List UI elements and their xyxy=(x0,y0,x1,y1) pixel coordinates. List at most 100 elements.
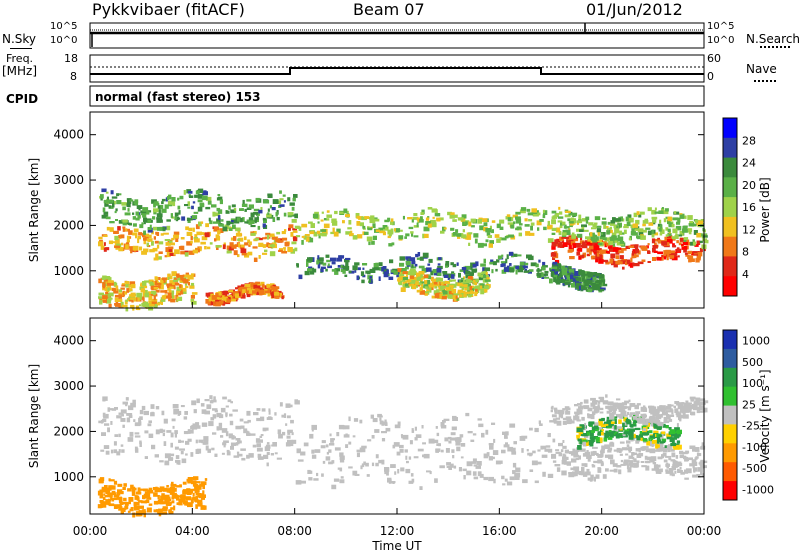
heatmap-cell xyxy=(620,216,623,222)
heatmap-cell xyxy=(347,227,352,230)
heatmap-cell xyxy=(652,248,656,253)
heatmap-cell xyxy=(681,246,688,250)
heatmap-cell xyxy=(504,235,509,239)
heatmap-cell xyxy=(461,291,466,295)
heatmap-cell xyxy=(235,438,241,441)
heatmap-cell xyxy=(465,280,469,285)
heatmap-cell xyxy=(345,231,351,235)
heatmap-cell xyxy=(362,263,368,266)
heatmap-cell xyxy=(596,285,602,291)
heatmap-cell xyxy=(197,199,203,203)
heatmap-cell xyxy=(635,219,640,225)
heatmap-cell xyxy=(200,497,205,500)
heatmap-cell xyxy=(440,230,445,234)
heatmap-cell xyxy=(218,223,224,227)
heatmap-cell xyxy=(590,240,593,243)
heatmap-cell xyxy=(674,401,680,405)
heatmap-cell xyxy=(135,448,139,453)
heatmap-cell xyxy=(606,230,610,235)
heatmap-cell xyxy=(542,273,549,276)
heatmap-cell xyxy=(430,270,434,276)
heatmap-cell xyxy=(192,201,196,204)
heatmap-cell xyxy=(255,283,261,287)
heatmap-cell xyxy=(208,297,212,302)
heatmap-cell xyxy=(320,268,324,273)
heatmap-cell xyxy=(422,233,425,239)
heatmap-cell xyxy=(600,249,604,255)
heatmap-cell xyxy=(246,199,252,202)
heatmap-cell xyxy=(132,216,137,220)
heatmap-cell xyxy=(475,285,479,289)
heatmap-cell xyxy=(128,405,134,411)
heatmap-cell xyxy=(141,288,146,293)
heatmap-cell xyxy=(670,437,676,440)
heatmap-cell xyxy=(255,197,260,202)
heatmap-cell xyxy=(198,188,204,193)
heatmap-cell xyxy=(559,225,563,229)
heatmap-cell xyxy=(258,209,263,214)
heatmap-cell xyxy=(604,444,611,449)
heatmap-cell xyxy=(190,499,194,504)
heatmap-cell xyxy=(449,279,453,282)
heatmap-cell xyxy=(200,221,204,224)
heatmap-cell xyxy=(447,277,451,281)
heatmap-cell xyxy=(618,469,622,475)
heatmap-cell xyxy=(336,257,343,262)
heatmap-cell xyxy=(283,247,286,250)
heatmap-cell xyxy=(436,443,440,446)
heatmap-cell xyxy=(628,455,633,459)
heatmap-cell xyxy=(108,503,115,507)
heatmap-cell xyxy=(519,223,523,226)
heatmap-cell xyxy=(682,228,688,233)
heatmap-cell xyxy=(312,213,319,219)
heatmap-cell xyxy=(653,425,659,429)
heatmap-cell xyxy=(597,248,602,251)
heatmap-cell xyxy=(187,206,191,209)
heatmap-cell xyxy=(130,507,134,510)
heatmap-cell xyxy=(121,283,126,286)
heatmap-cell xyxy=(160,219,163,223)
heatmap-cell xyxy=(205,196,212,201)
heatmap-cell xyxy=(129,223,132,226)
heatmap-cell xyxy=(162,507,168,512)
heatmap-cell xyxy=(181,498,186,503)
heatmap-cell xyxy=(636,453,642,458)
heatmap-cell xyxy=(603,224,607,229)
heatmap-cell xyxy=(589,251,592,255)
heatmap-cell xyxy=(331,460,335,464)
heatmap-cell xyxy=(163,232,169,235)
heatmap-cell xyxy=(600,424,606,427)
heatmap-cell xyxy=(433,290,437,295)
heatmap-cell xyxy=(673,405,676,409)
heatmap-cell xyxy=(122,219,128,223)
heatmap-cell xyxy=(619,241,625,244)
heatmap-cell xyxy=(270,292,274,296)
heatmap-cell xyxy=(394,424,401,429)
heatmap-cell xyxy=(382,225,388,230)
heatmap-cell xyxy=(617,261,623,265)
heatmap-cell xyxy=(292,228,297,231)
heatmap-cell xyxy=(613,428,618,433)
heatmap-cell xyxy=(232,224,236,229)
heatmap-cell xyxy=(523,265,528,269)
heatmap-cell xyxy=(169,280,175,285)
heatmap-cell xyxy=(594,422,599,428)
heatmap-cell xyxy=(653,430,659,433)
heatmap-cell xyxy=(592,224,597,228)
heatmap-cell xyxy=(410,473,414,477)
heatmap-cell xyxy=(640,436,643,442)
heatmap-cell xyxy=(248,453,254,458)
heatmap-cell xyxy=(230,445,234,450)
heatmap-cell xyxy=(110,190,114,195)
heatmap-cell xyxy=(578,406,582,410)
heatmap-cell xyxy=(651,468,658,471)
heatmap-cell xyxy=(255,281,261,284)
heatmap-cell xyxy=(113,281,117,287)
heatmap-cell xyxy=(413,213,418,216)
heatmap-cell xyxy=(395,228,401,233)
heatmap-cell xyxy=(200,232,205,235)
heatmap-cell xyxy=(700,459,704,463)
heatmap-cell xyxy=(503,444,510,448)
heatmap-cell xyxy=(582,472,588,477)
